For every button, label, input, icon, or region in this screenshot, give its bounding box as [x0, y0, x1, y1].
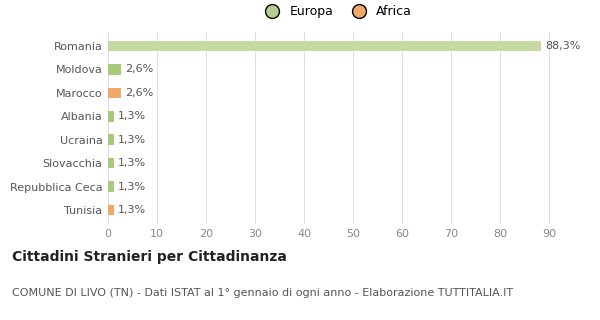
Text: 1,3%: 1,3% [118, 181, 146, 192]
Bar [108, 158, 115, 168]
Bar [108, 111, 115, 122]
Bar [108, 41, 541, 51]
Text: Cittadini Stranieri per Cittadinanza: Cittadini Stranieri per Cittadinanza [12, 250, 287, 264]
Text: 1,3%: 1,3% [118, 135, 146, 145]
Text: 1,3%: 1,3% [118, 205, 146, 215]
Text: 1,3%: 1,3% [118, 111, 146, 121]
Bar [108, 134, 115, 145]
Bar [108, 64, 121, 75]
Legend: Europa, Africa: Europa, Africa [256, 1, 416, 22]
Bar [108, 205, 115, 215]
Bar [108, 88, 121, 98]
Text: COMUNE DI LIVO (TN) - Dati ISTAT al 1° gennaio di ogni anno - Elaborazione TUTTI: COMUNE DI LIVO (TN) - Dati ISTAT al 1° g… [12, 288, 513, 298]
Bar [108, 181, 115, 192]
Text: 2,6%: 2,6% [125, 64, 153, 75]
Text: 1,3%: 1,3% [118, 158, 146, 168]
Text: 2,6%: 2,6% [125, 88, 153, 98]
Text: 88,3%: 88,3% [545, 41, 580, 51]
